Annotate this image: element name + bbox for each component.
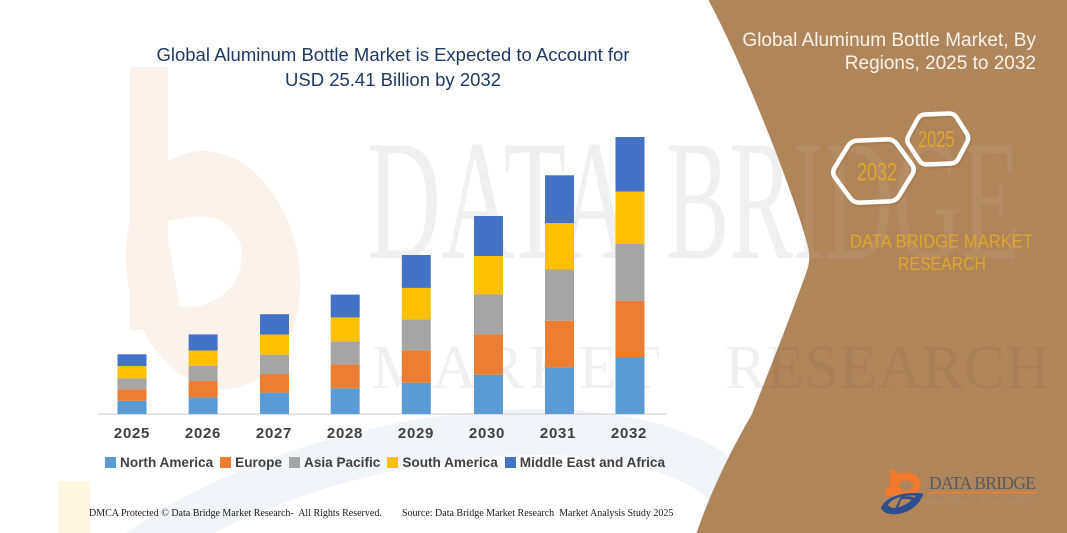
svg-text:DATA BRIDGE: DATA BRIDGE [929,473,1036,493]
svg-text:2025: 2025 [918,126,955,152]
svg-text:MARKET RESEARCH: MARKET RESEARCH [930,497,1036,506]
svg-text:DATA BRIDGE MARKET: DATA BRIDGE MARKET [850,232,1033,252]
svg-text:2032: 2032 [857,159,897,187]
svg-text:RESEARCH: RESEARCH [898,254,986,274]
